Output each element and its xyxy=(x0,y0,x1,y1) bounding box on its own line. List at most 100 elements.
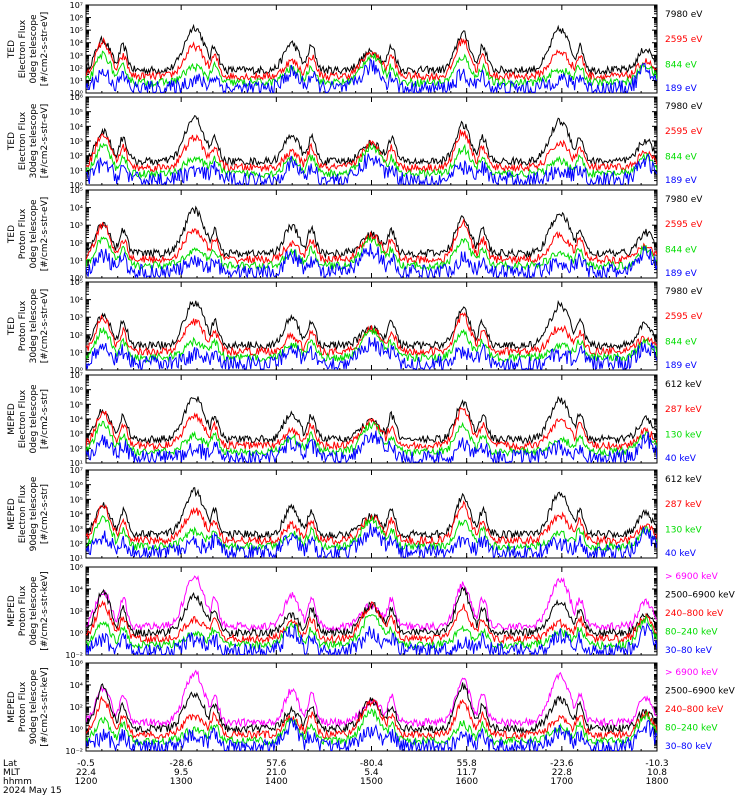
trace-7980-ev xyxy=(86,23,657,76)
y-axis-label: Electron Flux xyxy=(18,111,28,170)
y-tick-label: 10⁰ xyxy=(70,725,83,734)
trace-189-ev xyxy=(86,58,657,93)
y-tick-label: 10⁷ xyxy=(70,371,83,380)
y-axis-label: 0deg telescope xyxy=(29,199,39,269)
y-axis-label: [#/cm2-s-str-keV] xyxy=(40,667,50,746)
trace-844-ev xyxy=(86,50,657,89)
trace-844-ev xyxy=(86,326,657,364)
y-tick-label: 10⁰ xyxy=(70,274,83,283)
trace-2500-6900-kev xyxy=(86,586,657,638)
y-tick-label: 10⁴ xyxy=(70,510,83,519)
legend-2595-ev: 2595 eV xyxy=(665,35,703,45)
hhmm-tick-label: 1600 xyxy=(455,777,478,787)
y-axis-label: TED xyxy=(7,40,17,59)
legend-7980-ev: 7980 eV xyxy=(665,287,703,297)
legend-189-ev: 189 eV xyxy=(665,269,698,279)
y-axis-label: 90deg telescope xyxy=(29,669,39,744)
legend-2595-ev: 2595 eV xyxy=(665,220,703,230)
trace-240-800-kev xyxy=(86,695,657,740)
legend-2595-ev: 2595 eV xyxy=(665,127,703,137)
y-tick-label: 10⁶ xyxy=(70,93,83,102)
y-axis-label: [#/cm2-s-str-eV] xyxy=(40,197,50,272)
legend-130-kev: 130 keV xyxy=(665,525,702,535)
y-axis-label: Proton Flux xyxy=(18,300,28,351)
lat-tick-label: 57.6 xyxy=(266,759,286,769)
panel-6: 10¹ 10² 10³ 10⁴ 10⁵ 10⁶ 10⁷ MEPED Electron Flux 9… xyxy=(7,466,702,563)
trace-7980-ev xyxy=(86,115,657,167)
panel-7: 10⁻² 10⁰ 10² 10⁴ 10⁶ MEPED Proton Flux 0deg tel… xyxy=(7,563,736,660)
legend--6900-kev: > 6900 keV xyxy=(665,668,719,678)
y-tick-label: 10³ xyxy=(70,430,83,439)
trace-287-kev xyxy=(86,406,657,452)
y-tick-label: 10⁴ xyxy=(70,585,83,594)
y-axis-label: MEPED xyxy=(7,403,17,435)
legend-189-ev: 189 eV xyxy=(665,361,698,371)
legend-287-kev: 287 keV xyxy=(665,500,702,510)
y-tick-label: 10³ xyxy=(70,137,83,146)
y-tick-label: 10² xyxy=(70,539,83,548)
legend-130-kev: 130 keV xyxy=(665,430,702,440)
trace-2595-ev xyxy=(86,36,657,83)
y-axis-label: 30deg telescope xyxy=(29,288,39,363)
trace-80-240-kev xyxy=(86,708,657,747)
y-tick-label: 10⁶ xyxy=(70,481,83,490)
trace-7980-ev xyxy=(86,205,657,260)
y-axis-label: 0deg telescope xyxy=(29,14,39,84)
y-tick-label: 10² xyxy=(70,239,83,248)
y-tick-label: 10⁻² xyxy=(65,747,83,756)
x-row-label: MLT xyxy=(3,768,21,778)
lat-tick-label: -23.6 xyxy=(550,759,574,769)
y-tick-label: 10⁶ xyxy=(70,14,83,23)
y-tick-label: 10⁵ xyxy=(70,278,83,287)
y-axis-label: Electron Flux xyxy=(18,484,28,543)
legend-240-800-kev: 240–800 keV xyxy=(665,705,724,715)
panel-5: 10¹ 10² 10³ 10⁴ 10⁵ 10⁶ 10⁷ MEPED Electron Flux 0… xyxy=(7,371,702,468)
y-axis-label: TED xyxy=(7,317,17,336)
y-axis-label: Electron Flux xyxy=(18,19,28,78)
legend-844-ev: 844 eV xyxy=(665,245,698,255)
legend-189-ev: 189 eV xyxy=(665,84,698,94)
legend-189-ev: 189 eV xyxy=(665,176,698,186)
y-tick-label: 10² xyxy=(70,331,83,340)
y-tick-label: 10³ xyxy=(70,221,83,230)
y-tick-label: 10⁵ xyxy=(70,495,83,504)
y-axis-label: [#/cm2-s-str-keV] xyxy=(40,571,50,650)
trace-189-ev xyxy=(86,243,657,278)
legend-287-kev: 287 keV xyxy=(665,405,702,415)
y-tick-label: 10⁰ xyxy=(70,181,83,190)
legend-40-kev: 40 keV xyxy=(665,549,697,559)
trace-287-kev xyxy=(86,500,657,547)
legend--6900-kev: > 6900 keV xyxy=(665,572,719,582)
y-axis-label: [#/cm2-s-str] xyxy=(40,484,50,544)
trace-40-kev xyxy=(86,523,657,558)
x-row-label: 2024 May 15 xyxy=(3,786,62,796)
trace-80-240-kev xyxy=(86,614,657,651)
y-tick-label: 10⁵ xyxy=(70,186,83,195)
y-tick-label: 10² xyxy=(70,152,83,161)
trace-2595-ev xyxy=(86,312,657,358)
mlt-tick-label: 10.8 xyxy=(647,768,667,778)
trace-189-ev xyxy=(86,153,657,185)
y-axis-label: MEPED xyxy=(7,595,17,627)
y-tick-label: 10³ xyxy=(70,313,83,322)
y-tick-label: 10³ xyxy=(70,51,83,60)
lat-tick-label: -28.6 xyxy=(170,759,194,769)
hhmm-tick-label: 1800 xyxy=(646,777,669,787)
lat-tick-label: -80.4 xyxy=(360,759,384,769)
y-axis-label: 0deg telescope xyxy=(29,384,39,454)
y-tick-label: 10¹ xyxy=(70,76,83,85)
y-axis-label: [#/cm2-s-str-eV] xyxy=(40,289,50,364)
trace-130-kev xyxy=(86,515,657,553)
panel-2: 10⁰ 10¹ 10² 10³ 10⁴ 10⁵ 10⁶ TED Electron Flux 30d… xyxy=(7,93,703,190)
y-tick-label: 10⁴ xyxy=(70,296,83,305)
mlt-tick-label: 5.4 xyxy=(364,768,379,778)
hhmm-tick-label: 1500 xyxy=(360,777,383,787)
mlt-tick-label: 22.8 xyxy=(552,768,572,778)
y-tick-label: 10⁶ xyxy=(70,659,83,668)
y-axis-label: Proton Flux xyxy=(18,208,28,259)
mlt-tick-label: 11.7 xyxy=(457,768,477,778)
y-axis-label: MEPED xyxy=(7,498,17,530)
legend-30-80-kev: 30–80 keV xyxy=(665,646,713,656)
